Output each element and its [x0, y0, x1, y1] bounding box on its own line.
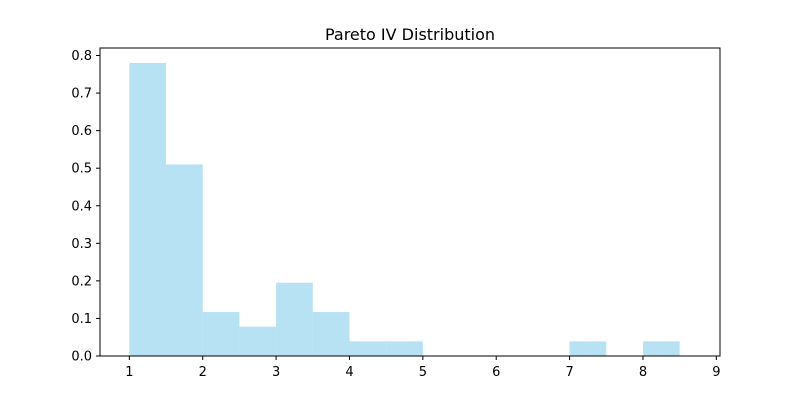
bars-group [129, 63, 680, 357]
x-tick-label: 5 [419, 365, 427, 380]
x-tick-label: 9 [712, 365, 720, 380]
histogram-bar [166, 164, 203, 356]
plot-frame [99, 47, 721, 357]
histogram-bar [569, 341, 607, 356]
x-tick-label: 6 [492, 365, 500, 380]
histogram-bar [349, 341, 387, 356]
x-tick-label: 1 [125, 365, 133, 380]
x-axis: 1 2 3 4 5 6 7 8 9 [125, 356, 720, 380]
chart-title: Pareto IV Distribution [325, 25, 495, 44]
y-tick-label: 0.5 [71, 162, 92, 177]
x-tick-label: 8 [639, 365, 647, 380]
y-tick-label: 0.4 [71, 199, 92, 214]
x-tick-label: 7 [565, 365, 573, 380]
x-tick-label: 2 [199, 365, 207, 380]
histogram-bar [129, 63, 167, 357]
y-tick-label: 0.8 [71, 49, 92, 64]
x-tick-label: 4 [345, 365, 353, 380]
y-tick-label: 0.0 [71, 350, 92, 365]
histogram-bar [239, 326, 277, 356]
histogram-bar [642, 341, 680, 356]
x-tick-label: 3 [272, 365, 280, 380]
histogram-bar [386, 341, 423, 356]
histogram-bar [276, 282, 313, 356]
y-axis: 0.0 0.1 0.2 0.3 0.4 0.5 0.6 0.7 0.8 [71, 49, 100, 365]
histogram-bar [202, 312, 240, 356]
histogram-bar [312, 312, 350, 356]
y-tick-label: 0.2 [71, 274, 92, 289]
y-tick-label: 0.3 [71, 237, 92, 252]
y-tick-label: 0.6 [71, 124, 92, 139]
y-tick-label: 0.7 [71, 87, 92, 102]
y-tick-label: 0.1 [71, 312, 92, 327]
